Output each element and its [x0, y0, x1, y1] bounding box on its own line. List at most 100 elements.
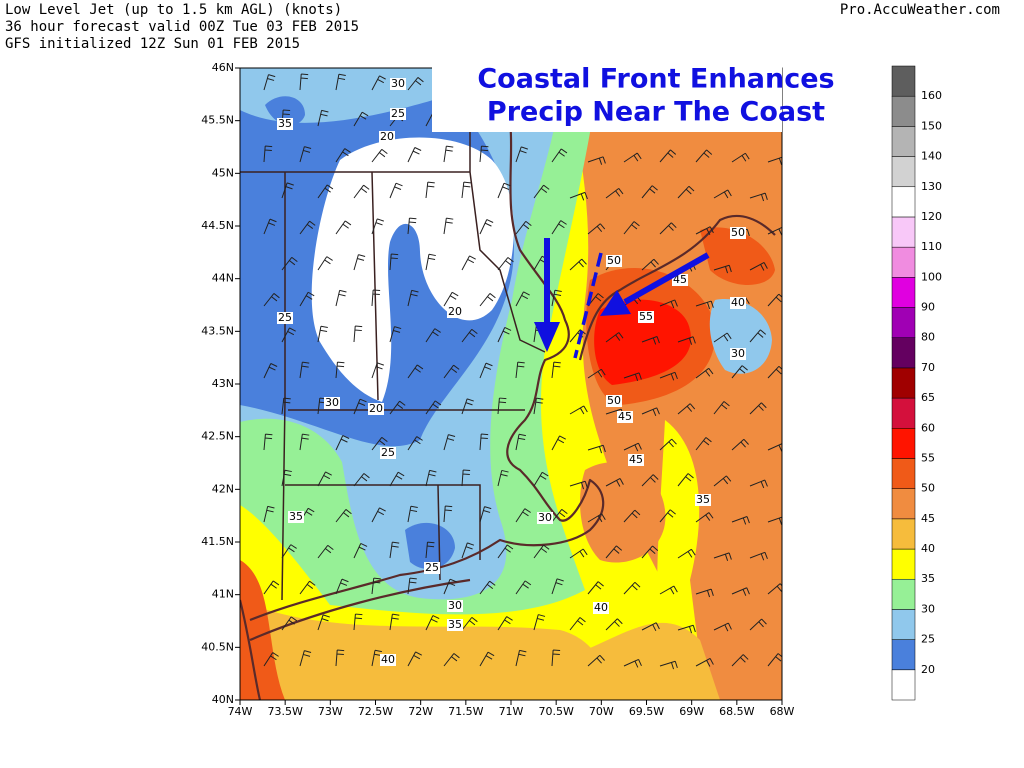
lon-label: 70W	[589, 705, 614, 718]
wind-barb	[263, 218, 277, 235]
wind-barb	[731, 516, 750, 525]
wind-barb	[317, 614, 330, 631]
wind-barb	[605, 187, 624, 199]
contour-label-bg	[730, 348, 746, 360]
lat-label: 42N	[212, 482, 234, 495]
wind-barb	[425, 253, 436, 271]
wind-barb	[641, 335, 660, 345]
contour-label-bg	[380, 447, 396, 459]
wind-barb	[713, 622, 732, 632]
wind-barb	[659, 438, 677, 451]
contour-label-bg	[628, 454, 644, 466]
wind-barb	[767, 365, 782, 379]
contour-label: 35	[278, 117, 292, 130]
wind-barb	[767, 156, 782, 165]
contour-label: 25	[381, 446, 395, 459]
wind-barb	[551, 649, 561, 667]
colorbar-swatch	[891, 458, 916, 489]
field-fill	[580, 462, 666, 563]
lon-label: 69.5W	[629, 705, 664, 718]
contour-label-bg	[424, 562, 440, 574]
contour-label: 20	[369, 402, 383, 415]
colorbar-label: 65	[921, 391, 935, 404]
lon-label: 72W	[408, 705, 433, 718]
colorbar-label: 70	[921, 361, 935, 374]
wind-barb	[569, 258, 587, 271]
contour-label-bg	[288, 511, 304, 523]
contour-label-bg	[447, 619, 463, 631]
wind-barb	[353, 111, 369, 127]
contour-label: 50	[607, 254, 621, 267]
wind-barb	[353, 473, 370, 487]
wind-barb	[659, 660, 678, 670]
colorbar-swatch	[891, 216, 916, 248]
wind-barb	[461, 181, 471, 199]
contour-labels: 30 25 35 20 20 25 20 30 25 35 25 30 35 40 30 40 50 50 45 40…	[277, 77, 746, 666]
wind-barb	[749, 192, 768, 202]
wind-barb	[443, 145, 454, 163]
wind-barb	[407, 217, 417, 235]
lat-label: 40.5N	[201, 640, 234, 653]
wind-barb	[335, 220, 352, 235]
wind-barb	[389, 253, 399, 271]
map-title: Precip Near The Coast	[487, 97, 825, 128]
arrow-head	[534, 322, 560, 352]
wind-barb	[353, 543, 368, 559]
wind-barb	[623, 581, 641, 595]
colorbar-label: 40	[921, 542, 935, 555]
wind-barb	[497, 182, 511, 199]
wind-barb	[443, 291, 459, 307]
wind-barb	[263, 433, 273, 451]
wind-barb	[407, 147, 422, 163]
wind-barb	[371, 289, 381, 307]
lon-label: 72.5W	[358, 705, 393, 718]
wind-barb	[605, 478, 624, 487]
contour-label: 25	[391, 107, 405, 120]
wind-barb	[731, 438, 749, 451]
wind-barb	[731, 654, 749, 667]
wind-barb	[335, 73, 346, 91]
wind-barb	[677, 473, 694, 487]
wind-barb	[497, 257, 514, 271]
wind-barb	[443, 364, 460, 379]
wind-barb	[569, 617, 586, 631]
wind-barb	[371, 577, 381, 595]
contour-label: 25	[278, 311, 292, 324]
wind-barb	[389, 471, 405, 487]
wind-barb	[371, 362, 384, 379]
lon-label: 71.5W	[448, 705, 483, 718]
wind-barb	[623, 152, 642, 163]
wind-barb	[371, 75, 386, 91]
colorbar-swatch	[891, 277, 916, 308]
field-fill	[709, 299, 772, 374]
wind-barb	[587, 581, 604, 595]
state-border	[240, 99, 546, 601]
contour-label: 40	[381, 653, 395, 666]
colorbar-label: 140	[921, 150, 942, 163]
wind-barb	[389, 541, 400, 559]
wind-barb	[335, 649, 345, 667]
front-line	[573, 252, 603, 359]
wind-barb	[461, 542, 475, 559]
wind-barb	[407, 651, 422, 667]
lat-label: 43N	[212, 377, 234, 390]
colorbar-swatch	[891, 307, 916, 338]
wind-barb	[659, 509, 676, 523]
lat-label: 45.5N	[201, 114, 234, 127]
wind-barb	[551, 148, 568, 163]
wind-barb	[587, 368, 606, 379]
contour-label-bg	[324, 397, 340, 409]
wind-barb	[317, 325, 328, 343]
wind-barb	[767, 653, 782, 667]
contour-label-bg	[537, 512, 553, 524]
wind-barb	[641, 258, 659, 271]
wind-barb	[767, 293, 782, 307]
wind-barb	[263, 145, 273, 163]
wind-barb	[425, 469, 437, 487]
wind-barb	[389, 182, 403, 199]
source: Pro.AccuWeather.com	[840, 2, 1000, 18]
colorbar-swatch	[891, 126, 916, 157]
colorbar-swatch	[891, 578, 916, 610]
wind-barb	[695, 512, 714, 523]
wind-barb	[425, 181, 435, 199]
